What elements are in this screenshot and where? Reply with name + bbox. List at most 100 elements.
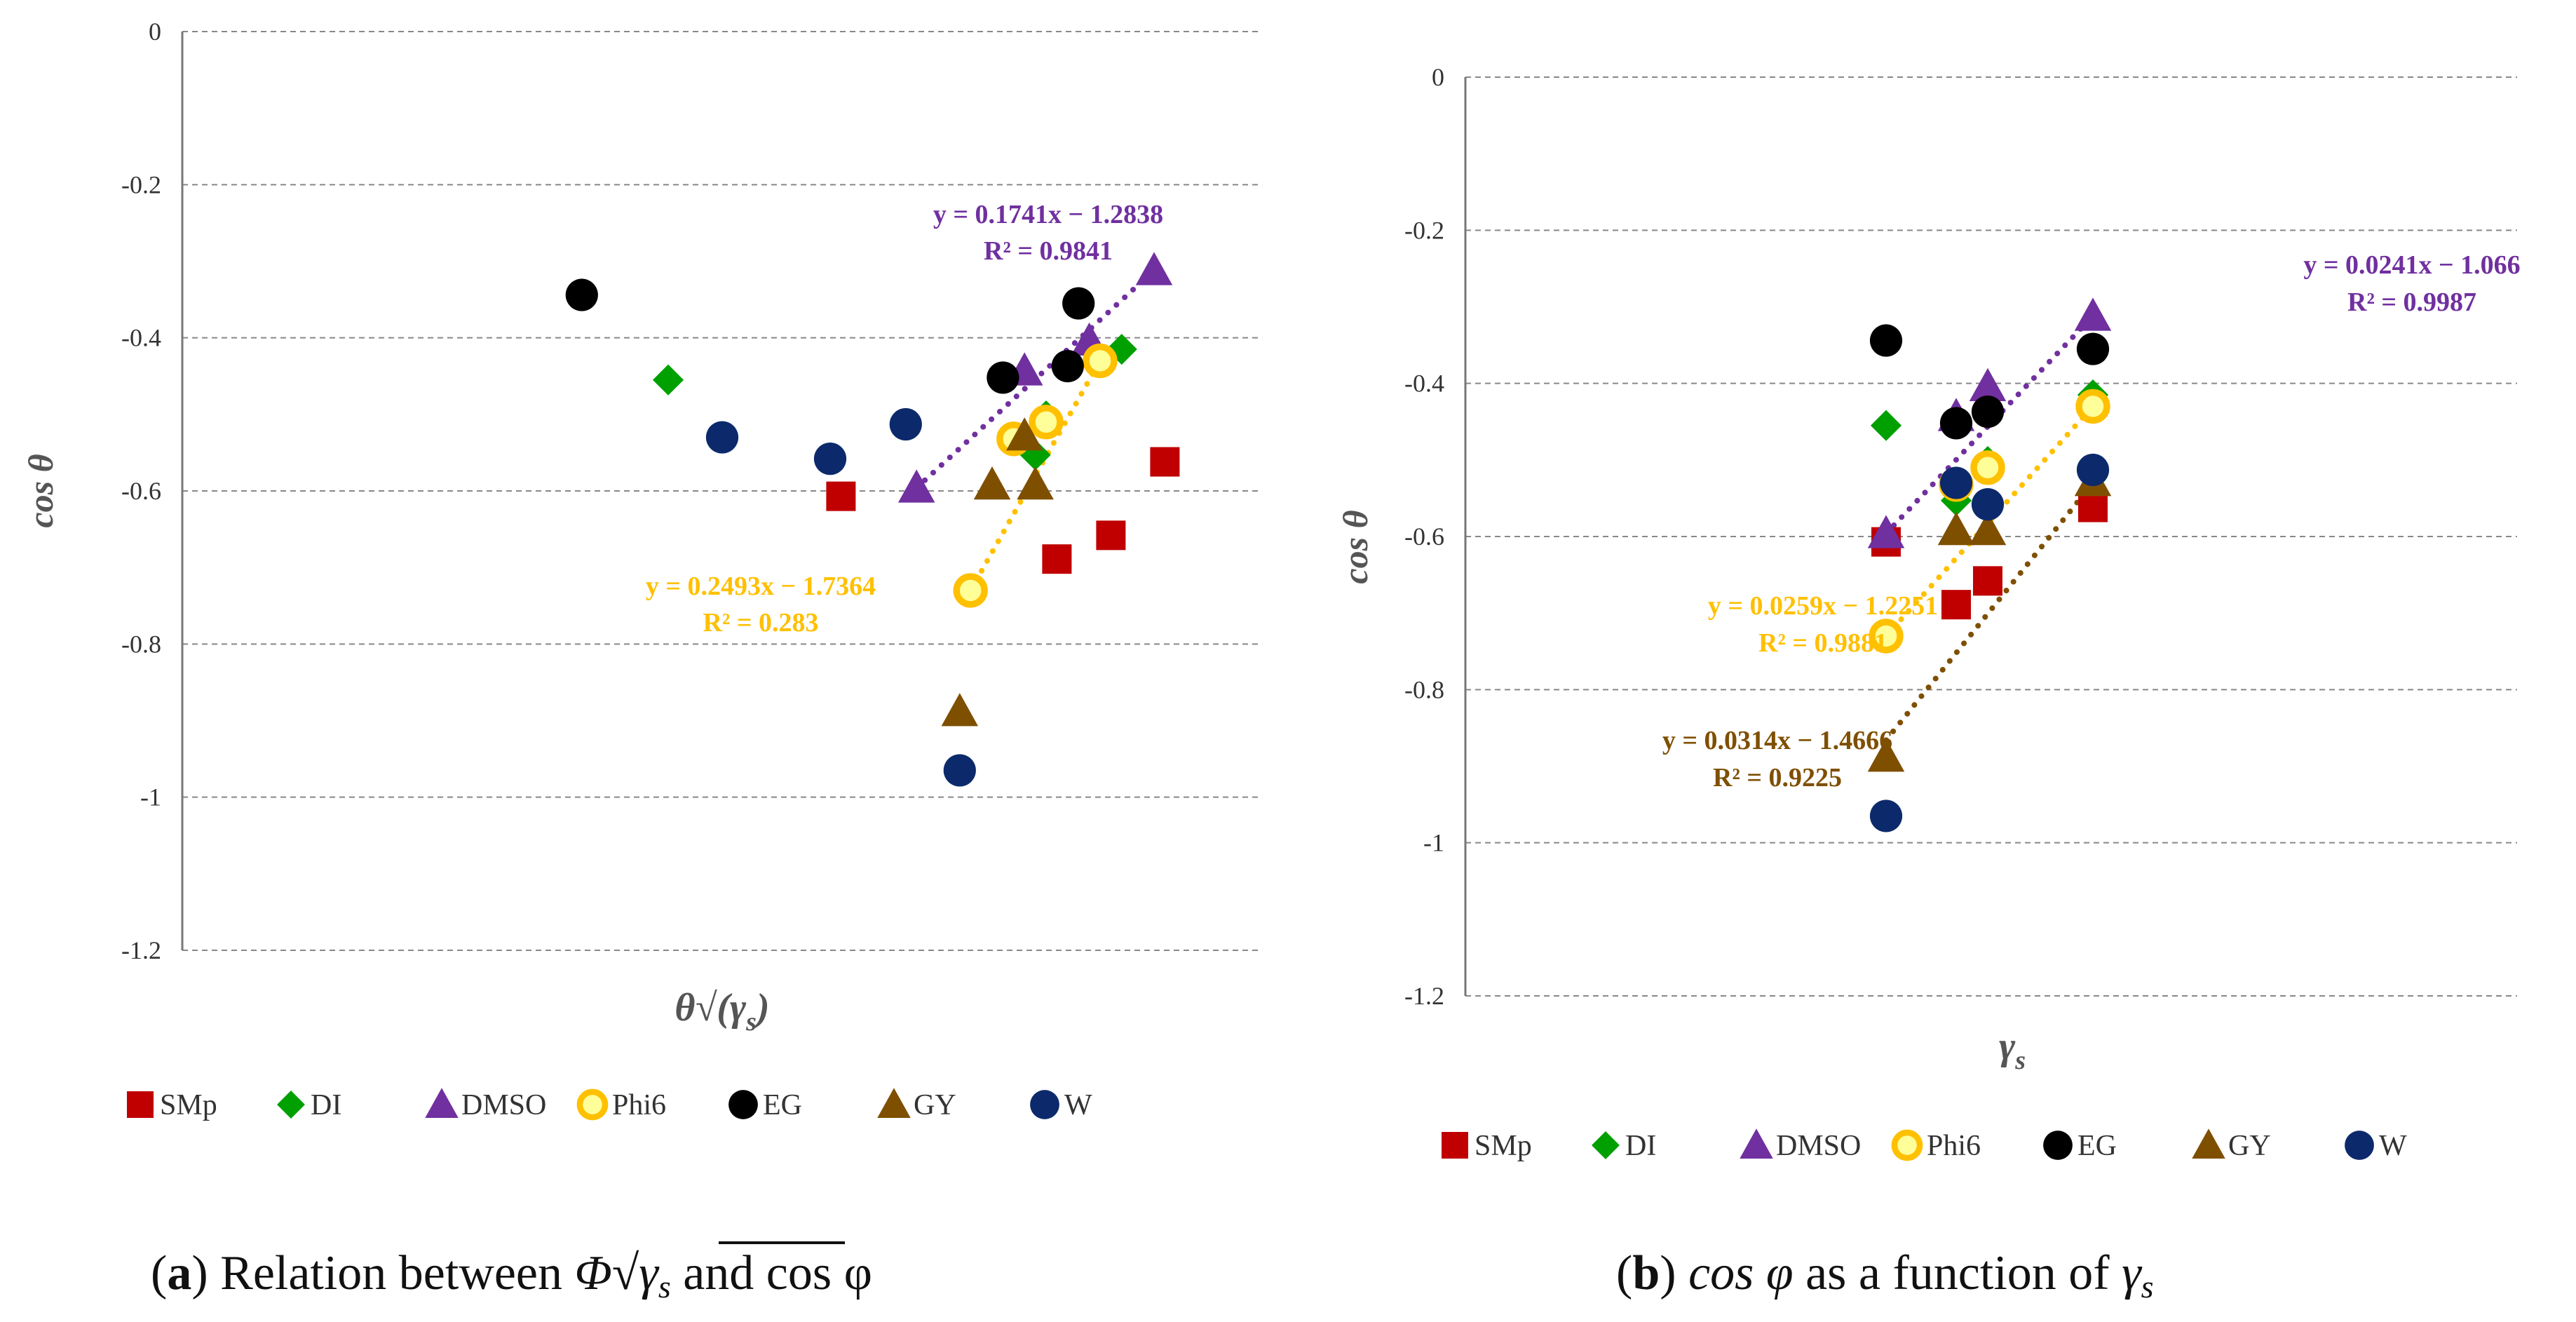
point-smp xyxy=(1941,590,1971,620)
y-tick-label: -0.4 xyxy=(1404,370,1444,398)
point-w xyxy=(813,443,847,475)
point-phi6 xyxy=(1869,619,1904,654)
legend-label: SMp xyxy=(160,1089,217,1121)
point-eg xyxy=(987,361,1019,394)
legend-label: EG xyxy=(2077,1130,2117,1162)
point-gy xyxy=(941,693,979,727)
y-tick-label: -0.6 xyxy=(1404,522,1444,551)
trendline-equation: y = 0.2493x − 1.7364 xyxy=(646,572,876,601)
point-gy xyxy=(1969,512,2007,546)
point-eg xyxy=(1971,395,2005,429)
point-gy xyxy=(1867,738,1905,772)
legend-item-eg: EG xyxy=(2043,1130,2117,1162)
legend-label: Phi6 xyxy=(612,1089,666,1121)
trendline-equation: y = 0.0314x − 1.4666 xyxy=(1662,726,1892,755)
point-eg xyxy=(1051,349,1084,383)
y-tick-label: 0 xyxy=(1432,63,1444,91)
legend-marker xyxy=(728,1090,758,1119)
trendline-equation: y = 0.0259x − 1.2251 xyxy=(1708,591,1938,621)
legend-label: GY xyxy=(2228,1130,2271,1162)
point-smp xyxy=(1150,447,1180,477)
y-tick-label: -0.8 xyxy=(1404,675,1444,703)
point-w xyxy=(889,407,922,441)
caption-a: (a) Relation between Φ√γs and cos φ xyxy=(151,1241,872,1304)
legend-marker xyxy=(425,1088,459,1118)
legend-marker xyxy=(1740,1128,1773,1159)
legend-item-di: DI xyxy=(1592,1130,1656,1162)
point-w xyxy=(943,754,976,787)
trendline-phi6 xyxy=(968,358,1103,593)
y-tick-label: -1 xyxy=(140,783,161,811)
y-tick-label: -1.2 xyxy=(121,936,161,964)
point-phi6 xyxy=(1970,450,2005,485)
point-di xyxy=(1870,410,1902,441)
point-smp xyxy=(1973,566,2002,596)
legend-item-eg: EG xyxy=(728,1089,802,1121)
point-phi6 xyxy=(953,573,988,608)
y-tick-label: -0.8 xyxy=(121,630,161,658)
y-tick-label: 0 xyxy=(149,18,161,46)
point-w xyxy=(1939,466,1973,499)
point-smp xyxy=(826,481,856,511)
trendline-equation: y = 0.0241x − 1.066 xyxy=(2303,250,2520,280)
legend-item-dmso: DMSO xyxy=(1740,1128,1861,1162)
caption-b-text: (b) cos φ as a function of γs xyxy=(1616,1246,2154,1304)
legend-marker xyxy=(1030,1090,1059,1119)
point-w xyxy=(2076,453,2110,487)
y-tick-label: -1.2 xyxy=(1404,982,1444,1010)
point-phi6 xyxy=(1029,405,1064,440)
point-w xyxy=(705,421,739,454)
legend-marker xyxy=(2043,1131,2073,1160)
legend-item-gy: GY xyxy=(2192,1128,2271,1162)
point-phi6 xyxy=(2075,389,2110,424)
y-axis-label: cos θ xyxy=(1336,510,1375,584)
y-tick-label: -0.4 xyxy=(121,324,161,352)
y-tick-label: -0.2 xyxy=(121,170,161,198)
trendline-r2: R² = 0.9841 xyxy=(984,236,1113,266)
y-tick-label: -1 xyxy=(1423,829,1444,857)
trendline-phi6 xyxy=(1883,403,2096,639)
trendline-r2: R² = 0.9225 xyxy=(1713,763,1842,792)
legend-label: W xyxy=(1064,1089,1092,1121)
trendline-gy xyxy=(1883,480,2096,743)
y-tick-label: -0.2 xyxy=(1404,216,1444,244)
legend-item-phi6: Phi6 xyxy=(1891,1129,1981,1162)
point-gy xyxy=(973,466,1011,500)
legend-marker xyxy=(277,1091,305,1119)
legend-label: Phi6 xyxy=(1927,1130,1981,1162)
point-dmso xyxy=(1867,515,1905,548)
legend-item-smp: SMp xyxy=(1442,1130,1532,1162)
legend-label: DMSO xyxy=(1776,1130,1861,1162)
point-eg xyxy=(565,278,598,311)
legend-marker xyxy=(1891,1129,1923,1161)
trendline-r2: R² = 0.9881 xyxy=(1758,628,1887,658)
point-smp xyxy=(1096,520,1126,551)
legend-marker xyxy=(1442,1132,1468,1159)
chart-b: 0 -0.2 -0.4 -0.6 -0.8 -1 -1.2 cos θ γs y = 0.0241… xyxy=(1336,63,2521,1162)
point-eg xyxy=(1869,324,1903,357)
point-eg xyxy=(2076,332,2110,365)
legend-label: GY xyxy=(914,1089,956,1121)
x-axis-label: γs xyxy=(1999,1025,2026,1075)
point-gy xyxy=(1005,417,1043,451)
point-smp xyxy=(2078,492,2108,522)
point-smp xyxy=(1042,544,1072,574)
legend-label: W xyxy=(2379,1130,2407,1162)
trendline-equation: y = 0.1741x − 1.2838 xyxy=(933,200,1163,229)
trendline-r2: R² = 0.9987 xyxy=(2347,288,2476,317)
point-di xyxy=(652,364,684,396)
legend-item-w: W xyxy=(1030,1089,1092,1121)
point-gy xyxy=(1937,512,1975,546)
point-gy xyxy=(1017,466,1054,500)
chart-a: 0 -0.2 -0.4 -0.6 -0.8 -1 -1.2 cos θ θ√(γs) y = 0.… xyxy=(21,18,1262,1121)
point-dmso xyxy=(1969,367,2007,402)
legend-marker xyxy=(127,1091,154,1118)
point-w xyxy=(1971,488,2005,521)
y-axis-label: cos θ xyxy=(21,454,60,527)
trendline-r2: R² = 0.283 xyxy=(703,608,819,638)
legend-item-di: DI xyxy=(277,1089,341,1121)
point-di xyxy=(1106,333,1137,365)
y-tick-label: -0.6 xyxy=(121,477,161,505)
legend-marker xyxy=(1592,1131,1620,1159)
legend-item-dmso: DMSO xyxy=(425,1088,546,1121)
